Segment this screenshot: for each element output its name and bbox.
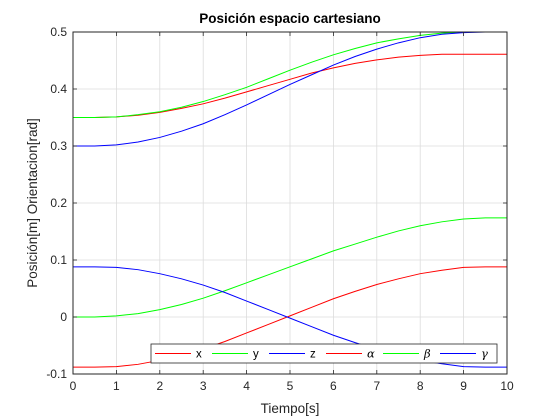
x-tick-label: 6 [330,379,337,393]
x-tick-label: 7 [373,379,380,393]
legend-label-4: β [423,347,431,361]
x-tick-label: 0 [70,379,77,393]
series-line-4 [73,217,507,318]
legend-label-1: y [253,349,259,361]
legend-label-0: x [196,349,202,361]
x-tick-label: 9 [460,379,467,393]
legend-label-3: α [367,347,375,361]
y-axis-label: Posición[m] Orientacion[rad] [25,118,40,288]
legend-label-2: z [310,349,316,361]
x-tick-label: 10 [500,379,514,393]
tick-labels: 0 1 2 3 4 5 6 7 8 9 10-0.100.10.20.30.40.5 [46,25,514,393]
series-line-0 [73,53,507,118]
y-tick-label: 0.2 [50,196,67,210]
y-tick-label: 0.3 [50,139,67,153]
series-layer [73,31,507,368]
y-tick-label: 0.5 [50,25,67,39]
x-tick-label: 4 [243,379,250,393]
y-tick-label: 0.1 [50,253,67,267]
x-tick-label: 3 [200,379,207,393]
series-line-2 [73,31,507,147]
x-tick-label: 8 [417,379,424,393]
y-tick-label: 0.4 [50,82,67,96]
chart-title: Posición espacio cartesiano [199,11,381,26]
series-line-1 [73,31,507,118]
x-tick-label: 5 [287,379,294,393]
ticks [72,31,508,375]
y-tick-label: 0 [60,310,67,324]
legend-label-5: γ [481,347,488,361]
y-tick-label: -0.1 [46,367,67,381]
x-tick-label: 1 [113,379,120,393]
x-tick-label: 2 [156,379,163,393]
x-axis-label: Tiempo[s] [261,401,320,416]
legend-box [150,343,498,364]
series-line-3 [73,266,507,368]
